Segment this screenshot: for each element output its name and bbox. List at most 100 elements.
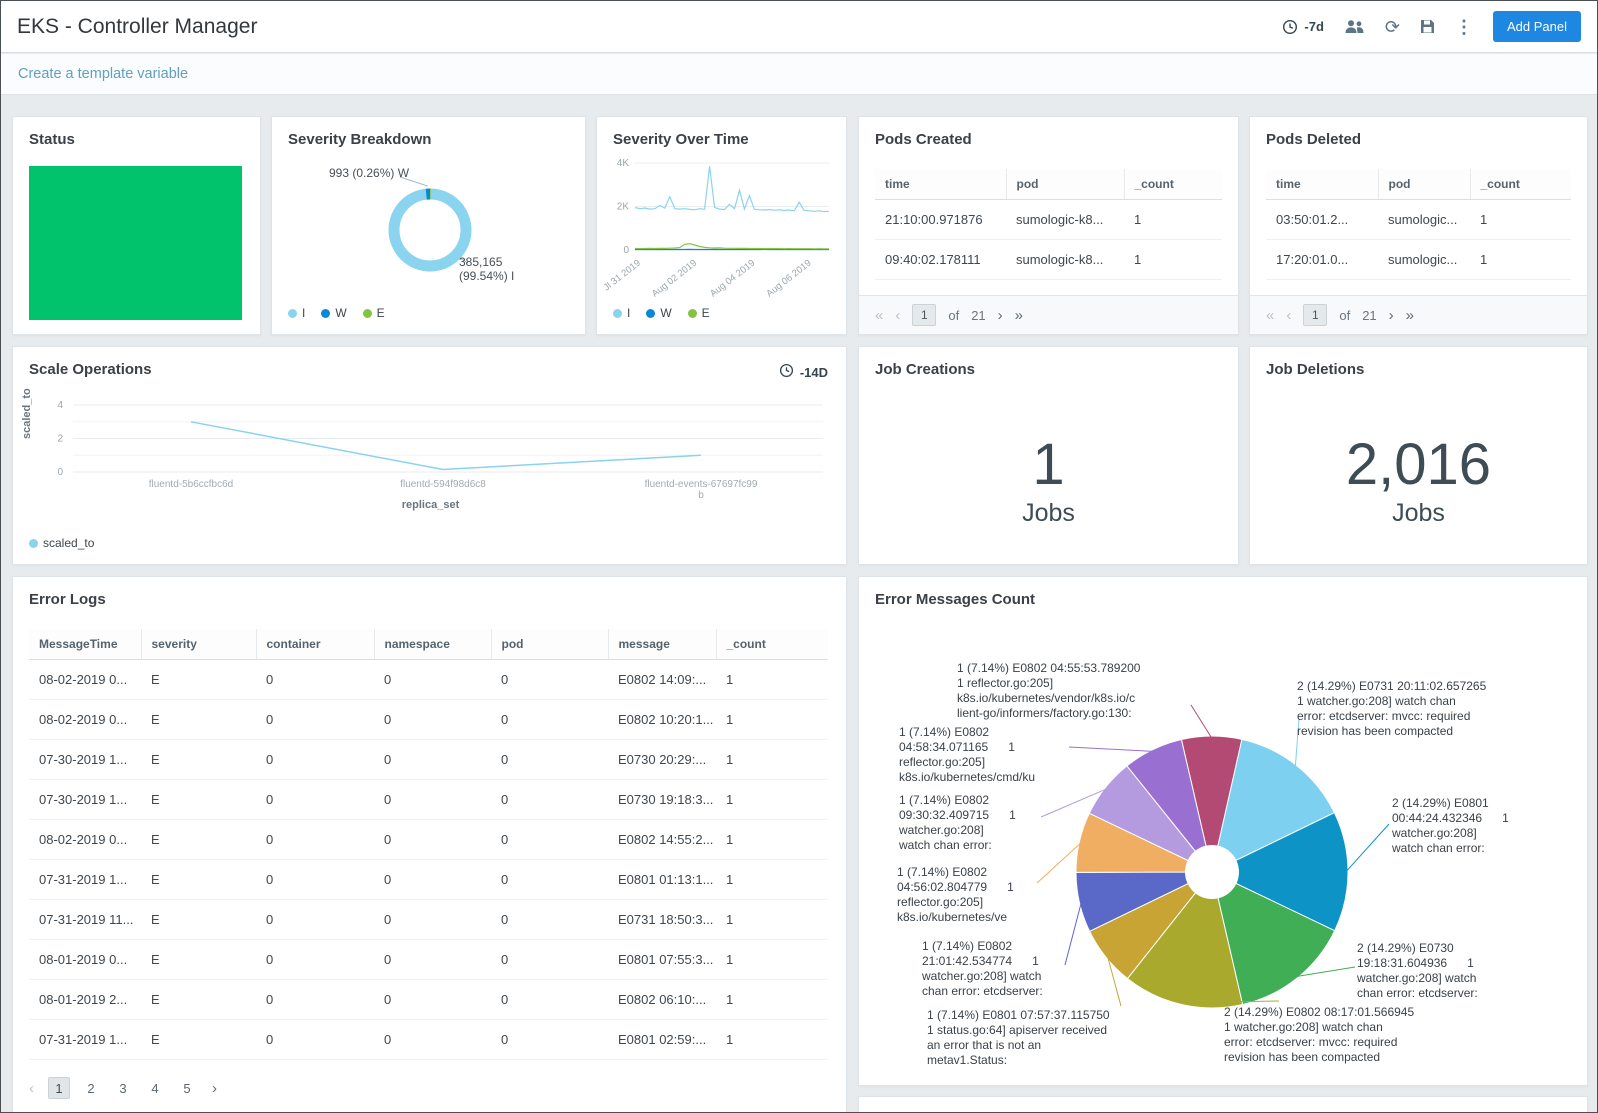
table-cell: 0: [491, 939, 608, 980]
column-header[interactable]: pod: [1006, 169, 1125, 200]
panel-title: Job Creations: [875, 361, 976, 378]
panel-title: Pods Deleted: [1266, 131, 1362, 148]
legend-item[interactable]: E: [687, 306, 710, 320]
next-page-icon[interactable]: ›: [1388, 306, 1394, 324]
column-header[interactable]: message: [608, 629, 717, 660]
table-row[interactable]: 08-02-2019 0... E 0 0 0 E0802 14:09:... 1: [29, 659, 828, 700]
table-cell: E0802 10:20:1...: [608, 699, 716, 740]
table-cell: 0: [256, 819, 374, 860]
table-row[interactable]: 07-30-2019 1... E 0 0 0 E0730 19:18:3... 1: [29, 779, 828, 820]
save-icon[interactable]: [1420, 19, 1435, 34]
table-cell: 0: [374, 859, 491, 900]
column-header[interactable]: _count: [1470, 169, 1571, 200]
severity-donut-chart[interactable]: [272, 117, 587, 336]
table-row[interactable]: 08-02-2019 0... E 0 0 0 E0802 14:55:2... 1: [29, 819, 828, 860]
severity-timeline-chart[interactable]: 0 2K 4K Jl 31 2019 Aug 02 2019 Aug 04 2019 Aug…: [597, 117, 848, 336]
legend-item[interactable]: scaled_to: [29, 536, 94, 550]
table-cell: 08-01-2019 0...: [29, 939, 141, 980]
legend-item[interactable]: W: [321, 306, 347, 320]
table-cell: E0730 20:29:...: [608, 739, 716, 780]
table-row[interactable]: 07-30-2019 1... E 0 0 0 E0730 20:29:... 1: [29, 739, 828, 780]
next-page-icon[interactable]: ›: [997, 306, 1003, 324]
legend-item[interactable]: W: [646, 306, 672, 320]
error-messages-pie-chart[interactable]: [859, 577, 1589, 1087]
total-pages: 21: [1362, 307, 1377, 323]
current-page[interactable]: 1: [912, 304, 937, 326]
legend-item[interactable]: I: [613, 306, 630, 320]
column-header[interactable]: time: [1266, 169, 1379, 200]
job-deletions-value: 2,016: [1345, 432, 1492, 497]
table-cell: 0: [256, 939, 374, 980]
svg-text:fluentd-594f98d6c8: fluentd-594f98d6c8: [400, 479, 486, 490]
pie-slice-label: 2 (14.29%) E0731 20:11:02.657265 1 watch…: [1297, 679, 1487, 738]
table-cell: 1: [716, 739, 828, 780]
legend-dot: [362, 308, 372, 318]
page-number[interactable]: 2: [87, 1080, 95, 1096]
create-template-variable-link[interactable]: Create a template variable: [18, 66, 189, 82]
page-number[interactable]: 5: [183, 1080, 191, 1096]
status-indicator[interactable]: [29, 166, 242, 320]
table-cell: 0: [491, 899, 608, 940]
table-row[interactable]: 17:20:01.0... sumologic... 1: [1266, 239, 1571, 280]
next-page-icon[interactable]: ›: [212, 1079, 217, 1097]
table-pagination: « ‹ 1 of 21 › »: [1250, 295, 1587, 334]
panel-time-range-label: -14D: [799, 364, 828, 380]
prev-page-icon[interactable]: ‹: [895, 306, 901, 324]
table-cell: 0: [374, 779, 491, 820]
table-row[interactable]: 08-02-2019 0... E 0 0 0 E0802 10:20:1... 1: [29, 699, 828, 740]
prev-page-icon[interactable]: ‹: [29, 1079, 34, 1097]
column-header[interactable]: container: [256, 629, 375, 660]
refresh-icon[interactable]: ⟳: [1384, 16, 1400, 37]
column-header[interactable]: _count: [1124, 169, 1222, 200]
column-header[interactable]: time: [875, 169, 1007, 200]
table-row[interactable]: 03:50:01.2... sumologic... 1: [1266, 199, 1571, 240]
column-header[interactable]: namespace: [374, 629, 492, 660]
svg-text:0: 0: [57, 467, 63, 478]
table-cell: E0731 18:50:3...: [608, 899, 716, 940]
panel-time-range[interactable]: -14D: [779, 363, 828, 381]
last-page-icon[interactable]: »: [1014, 306, 1023, 324]
table-pagination: ‹ 1 2 3 4 5 ›: [29, 1077, 217, 1099]
table-cell: 1: [716, 819, 828, 860]
column-header[interactable]: MessageTime: [29, 629, 142, 660]
column-header[interactable]: severity: [141, 629, 257, 660]
table-cell: 07-30-2019 1...: [29, 739, 141, 780]
table-row[interactable]: 07-31-2019 1... E 0 0 0 E0801 01:13:1... 1: [29, 859, 828, 900]
current-page[interactable]: 1: [1303, 304, 1328, 326]
legend-dot: [321, 308, 331, 318]
svg-text:4: 4: [57, 400, 63, 411]
page-number[interactable]: 4: [151, 1080, 159, 1096]
svg-text:2K: 2K: [617, 202, 630, 213]
page-number[interactable]: 3: [119, 1080, 127, 1096]
time-range-control[interactable]: -7d: [1282, 19, 1324, 35]
table-row[interactable]: 09:40:02.178111 sumologic-k8... 1: [875, 239, 1222, 280]
panel-title: Severity Breakdown: [288, 131, 432, 148]
table-row[interactable]: 08-01-2019 2... E 0 0 0 E0802 06:10:... 1: [29, 979, 828, 1020]
column-header[interactable]: pod: [491, 629, 609, 660]
column-header[interactable]: pod: [1378, 169, 1471, 200]
table-row[interactable]: 07-31-2019 1... E 0 0 0 E0801 02:59:... 1: [29, 1019, 828, 1060]
column-header[interactable]: _count: [716, 629, 828, 660]
first-page-icon[interactable]: «: [875, 306, 884, 324]
svg-text:fluentd-5b6ccfbc6d: fluentd-5b6ccfbc6d: [149, 479, 234, 490]
table-cell: 1: [716, 1019, 828, 1060]
table-row[interactable]: 21:10:00.971876 sumologic-k8... 1: [875, 199, 1222, 240]
table-row[interactable]: 08-01-2019 0... E 0 0 0 E0801 07:55:3... 1: [29, 939, 828, 980]
legend-dot: [646, 308, 656, 318]
page-number[interactable]: 1: [48, 1077, 70, 1099]
share-users-icon[interactable]: [1344, 19, 1365, 34]
table-row[interactable]: 07-31-2019 11... E 0 0 0 E0731 18:50:3... 1: [29, 899, 828, 940]
last-page-icon[interactable]: »: [1405, 306, 1414, 324]
legend-item[interactable]: E: [362, 306, 385, 320]
panel-title: Severity Over Time: [613, 131, 749, 148]
scale-operations-chart[interactable]: 0 2 4 fluentd-5b6ccfbc6d fluentd-594f98d6c8 f…: [13, 347, 848, 566]
first-page-icon[interactable]: «: [1266, 306, 1275, 324]
table-cell: 09:40:02.178111: [875, 239, 1006, 280]
legend-item[interactable]: I: [288, 306, 305, 320]
prev-page-icon[interactable]: ‹: [1286, 306, 1292, 324]
svg-text:fluentd-events-67697fc99: fluentd-events-67697fc99: [645, 479, 758, 490]
kebab-menu-icon[interactable]: ⋮: [1455, 16, 1473, 37]
table-cell: E: [141, 979, 256, 1020]
table-cell: 08-02-2019 0...: [29, 699, 141, 740]
add-panel-button[interactable]: Add Panel: [1493, 11, 1581, 42]
